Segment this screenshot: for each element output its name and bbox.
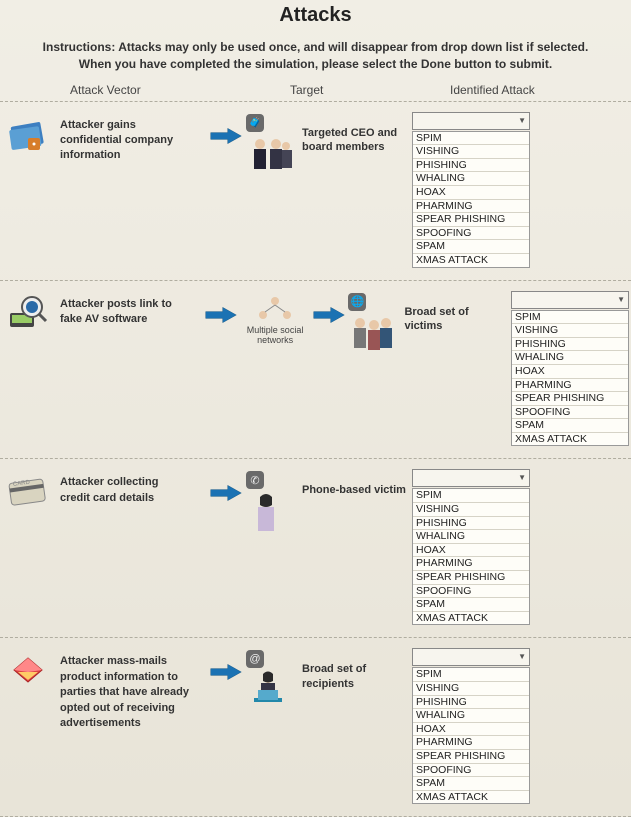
folder-lock-icon: [6, 112, 50, 156]
at-icon: @: [246, 650, 264, 668]
magnifier-av-icon: [6, 291, 50, 335]
attack-option[interactable]: HOAX: [512, 365, 628, 379]
attack-options-list[interactable]: SPIMVISHINGPHISHINGWHALINGHOAXPHARMINGSP…: [511, 310, 629, 447]
column-headers: Attack Vector Target Identified Attack: [0, 83, 631, 102]
attack-option[interactable]: PHARMING: [413, 557, 529, 571]
attack-option[interactable]: SPEAR PHISHING: [512, 392, 628, 406]
phone-icon: ✆: [246, 471, 264, 489]
attack-option[interactable]: SPAM: [413, 777, 529, 791]
attack-option[interactable]: XMAS ATTACK: [413, 791, 529, 804]
attack-option[interactable]: HOAX: [413, 544, 529, 558]
attack-row: Attacker posts link to fake AV software …: [0, 281, 631, 460]
attack-option[interactable]: VISHING: [413, 682, 529, 696]
attack-option[interactable]: SPAM: [512, 419, 628, 433]
attack-option[interactable]: SPEAR PHISHING: [413, 750, 529, 764]
page-title: Attacks: [0, 4, 631, 27]
attack-option[interactable]: SPOOFING: [413, 585, 529, 599]
attack-option[interactable]: PHISHING: [413, 517, 529, 531]
attack-option[interactable]: WHALING: [413, 530, 529, 544]
attack-option[interactable]: SPOOFING: [413, 227, 529, 241]
attack-select[interactable]: [412, 112, 530, 130]
mid-label: Multiple social networks: [241, 325, 309, 345]
target-image: [246, 670, 294, 710]
globe-icon: 🌐: [348, 293, 366, 311]
attack-option[interactable]: PHARMING: [512, 379, 628, 393]
arrow-icon: [312, 305, 346, 325]
attack-option[interactable]: WHALING: [413, 172, 529, 186]
instructions-text: Instructions: Attacks may only be used o…: [0, 35, 631, 83]
attack-option[interactable]: PHISHING: [413, 696, 529, 710]
target-image: [348, 313, 396, 353]
attack-option[interactable]: VISHING: [413, 145, 529, 159]
target-text: Phone-based victim: [302, 471, 406, 497]
target-image: [246, 134, 294, 174]
col-header-vector: Attack Vector: [10, 83, 290, 97]
attack-option[interactable]: PHARMING: [413, 736, 529, 750]
target-text: Targeted CEO and board members: [302, 114, 406, 155]
attack-option[interactable]: WHALING: [413, 709, 529, 723]
vector-text: Attacker posts link to fake AV software: [60, 291, 190, 328]
attack-option[interactable]: SPIM: [413, 489, 529, 503]
target-text: Broad set of victims: [404, 293, 505, 334]
arrow-icon: [209, 126, 243, 146]
attack-option[interactable]: XMAS ATTACK: [512, 433, 628, 446]
attack-select[interactable]: [412, 469, 530, 487]
attack-option[interactable]: PHISHING: [512, 338, 628, 352]
attack-row: Attacker mass-mails product information …: [0, 638, 631, 817]
arrow-icon: [204, 305, 238, 325]
col-header-target: Target: [290, 83, 450, 97]
attack-option[interactable]: VISHING: [512, 324, 628, 338]
target-text: Broad set of recipients: [302, 650, 406, 691]
vector-text: Attacker collecting credit card details: [60, 469, 190, 506]
attack-option[interactable]: SPIM: [512, 311, 628, 325]
arrow-icon: [209, 662, 243, 682]
attack-option[interactable]: VISHING: [413, 503, 529, 517]
attack-option[interactable]: SPEAR PHISHING: [413, 213, 529, 227]
attack-option[interactable]: SPAM: [413, 598, 529, 612]
attack-option[interactable]: XMAS ATTACK: [413, 612, 529, 625]
arrow-icon: [209, 483, 243, 503]
attack-option[interactable]: SPIM: [413, 668, 529, 682]
envelope-mass-icon: [6, 648, 50, 692]
attack-select[interactable]: [412, 648, 530, 666]
col-header-attack: Identified Attack: [450, 83, 621, 97]
attack-option[interactable]: WHALING: [512, 351, 628, 365]
attack-option[interactable]: PHARMING: [413, 200, 529, 214]
vector-text: Attacker mass-mails product information …: [60, 648, 190, 731]
vector-text: Attacker gains confidential company info…: [60, 112, 190, 164]
attack-row: CARD Attacker collecting credit card det…: [0, 459, 631, 638]
attack-option[interactable]: PHISHING: [413, 159, 529, 173]
attack-option[interactable]: SPOOFING: [512, 406, 628, 420]
target-image: [246, 491, 294, 531]
attack-row: Attacker gains confidential company info…: [0, 102, 631, 281]
attack-options-list[interactable]: SPIMVISHINGPHISHINGWHALINGHOAXPHARMINGSP…: [412, 131, 530, 268]
attack-option[interactable]: SPOOFING: [413, 764, 529, 778]
attack-options-list[interactable]: SPIMVISHINGPHISHINGWHALINGHOAXPHARMINGSP…: [412, 488, 530, 625]
attack-option[interactable]: SPEAR PHISHING: [413, 571, 529, 585]
briefcase-icon: 🧳: [246, 114, 264, 132]
credit-card-icon: CARD: [6, 469, 50, 513]
mid-step: Multiple social networks: [241, 291, 309, 345]
attack-option[interactable]: HOAX: [413, 186, 529, 200]
attack-option[interactable]: XMAS ATTACK: [413, 254, 529, 267]
attack-options-list[interactable]: SPIMVISHINGPHISHINGWHALINGHOAXPHARMINGSP…: [412, 667, 530, 804]
attack-option[interactable]: SPIM: [413, 132, 529, 146]
attack-option[interactable]: HOAX: [413, 723, 529, 737]
attack-option[interactable]: SPAM: [413, 240, 529, 254]
attack-select[interactable]: [511, 291, 629, 309]
